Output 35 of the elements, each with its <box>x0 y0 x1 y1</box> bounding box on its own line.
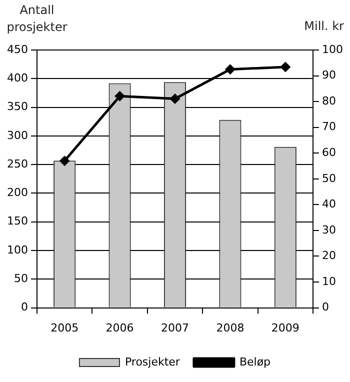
x-tick-label: 2009 <box>271 321 300 334</box>
y-axis-title: Antall prosjekter <box>6 2 68 36</box>
y-tick-label: 250 <box>6 157 28 170</box>
y2-tick-label: 100 <box>322 42 344 56</box>
point <box>225 64 235 74</box>
y2-tick-label: 50 <box>322 172 336 185</box>
y2-tick-label: 0 <box>322 300 330 314</box>
point <box>60 156 70 166</box>
y2-tick-label: 90 <box>322 68 336 82</box>
y-tick-label: 350 <box>6 100 28 114</box>
point <box>280 62 290 72</box>
point <box>115 91 125 101</box>
y2-tick-label: 70 <box>322 120 336 134</box>
y-tick-label: 50 <box>14 272 28 286</box>
x-tick-label: 2006 <box>106 321 134 334</box>
y2-tick-label: 10 <box>322 274 336 288</box>
y-tick-label: 0 <box>20 300 28 314</box>
y2-tick-label: 40 <box>322 198 336 211</box>
y2-axis-title: Mill. kr <box>304 19 344 33</box>
x-tick-label: 2008 <box>216 321 244 334</box>
y2-tick-label: 20 <box>322 249 336 262</box>
y2-tick-label: 60 <box>322 146 336 159</box>
legend-label: Beløp <box>239 355 271 368</box>
y2-tick-label: 30 <box>322 223 336 236</box>
y-tick-label: 150 <box>6 214 28 228</box>
y-tick-label: 100 <box>6 243 28 256</box>
legend-label: Prosjekter <box>124 355 180 368</box>
y-tick-label: 200 <box>6 186 28 200</box>
x-tick-label: 2005 <box>50 321 79 334</box>
y-tick-label: 400 <box>6 72 28 85</box>
y2-tick-label: 80 <box>322 94 336 108</box>
y-tick-label: 300 <box>6 128 28 142</box>
point <box>170 94 180 104</box>
x-tick-label: 2007 <box>161 321 189 334</box>
y-tick-label: 450 <box>6 42 28 56</box>
